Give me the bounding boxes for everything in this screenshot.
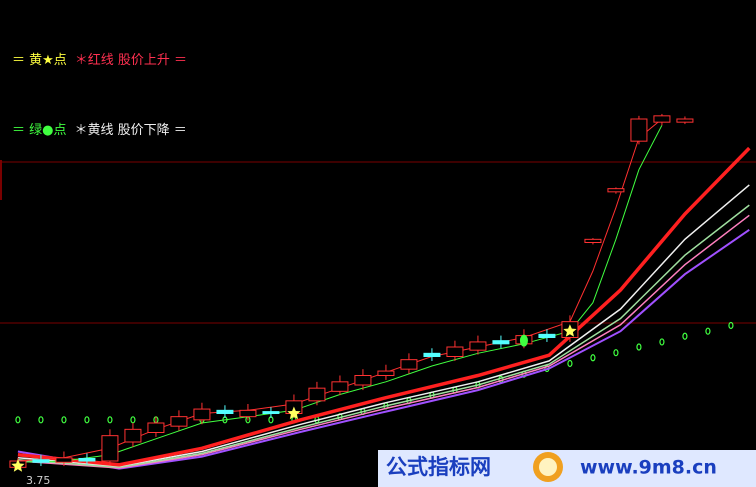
sar-dot [567, 359, 573, 368]
candle-body [676, 118, 694, 123]
candle-body [331, 381, 349, 392]
ma-line [17, 214, 750, 469]
signal-star [287, 406, 301, 420]
sar-dot [130, 416, 136, 424]
sar-dot [15, 416, 21, 424]
sar-dot [613, 349, 619, 357]
candle-body [55, 457, 73, 463]
candle-body [400, 359, 418, 370]
watermark: 公式指标网 www.9m8.cn [378, 450, 756, 487]
candle-body [216, 409, 234, 415]
legend-row: ＝ 黄★点 ＊红线 股价上升 ＝ [12, 52, 187, 68]
candle-body [653, 115, 671, 123]
sar-dot [38, 416, 44, 424]
sar-dot [61, 416, 67, 424]
ma-line [17, 228, 750, 470]
candle-body [492, 340, 510, 345]
candle-body [469, 341, 487, 351]
candle-body [630, 118, 648, 142]
sar-dot [705, 327, 711, 335]
candle-body [124, 428, 142, 443]
ma-line [17, 204, 750, 469]
candle-body [32, 459, 50, 463]
legend-row: ＝ 绿●点 ＊黄线 股价下降 ＝ [12, 123, 187, 138]
ma-line [17, 125, 663, 463]
watermark-box [378, 450, 756, 487]
plot: 3.75 [9, 113, 751, 487]
low-label: 3.75 [26, 474, 51, 487]
signal-star [11, 459, 25, 472]
candle-body [423, 352, 441, 358]
signal-dot [519, 334, 528, 347]
legend-text: ＊红线 股价上升 ＝ [75, 52, 187, 68]
candle-body [538, 333, 556, 339]
candle-body [377, 370, 395, 377]
candle-body [147, 422, 165, 433]
sar-dot [659, 338, 665, 346]
legend: ＝ 黄★点 ＊红线 股价上升 ＝ ＝ 绿●点 ＊黄线 股价下降 ＝ [12, 52, 187, 138]
sar-dot [84, 416, 90, 424]
candle-body [101, 435, 119, 462]
legend-text: ＊黄线 股价下降 ＝ [74, 123, 186, 138]
candle-body [78, 457, 96, 462]
sar-dot [107, 416, 113, 424]
signal-star [563, 324, 577, 337]
ma-line [17, 146, 751, 467]
candle-body [584, 238, 602, 243]
candle-body [308, 387, 326, 402]
sar-dot [682, 332, 688, 340]
candle-body [170, 416, 188, 427]
sar-dot [590, 354, 596, 362]
watermark-logo [539, 458, 557, 476]
candle-body [607, 188, 625, 193]
legend-text: ＝ 绿●点 [12, 123, 66, 138]
candle-body [239, 409, 257, 418]
watermark-site: 公式指标网 [386, 455, 491, 479]
candle-body [193, 408, 211, 421]
candle-body [262, 411, 280, 415]
sar-dot [636, 343, 642, 351]
candle-body [354, 375, 372, 386]
legend-text: ＝ 黄★点 [12, 53, 67, 68]
watermark-url: www.9m8.cn [580, 457, 717, 479]
candle-body [446, 346, 464, 357]
ma-line [17, 184, 750, 467]
sar-dot [728, 321, 734, 330]
